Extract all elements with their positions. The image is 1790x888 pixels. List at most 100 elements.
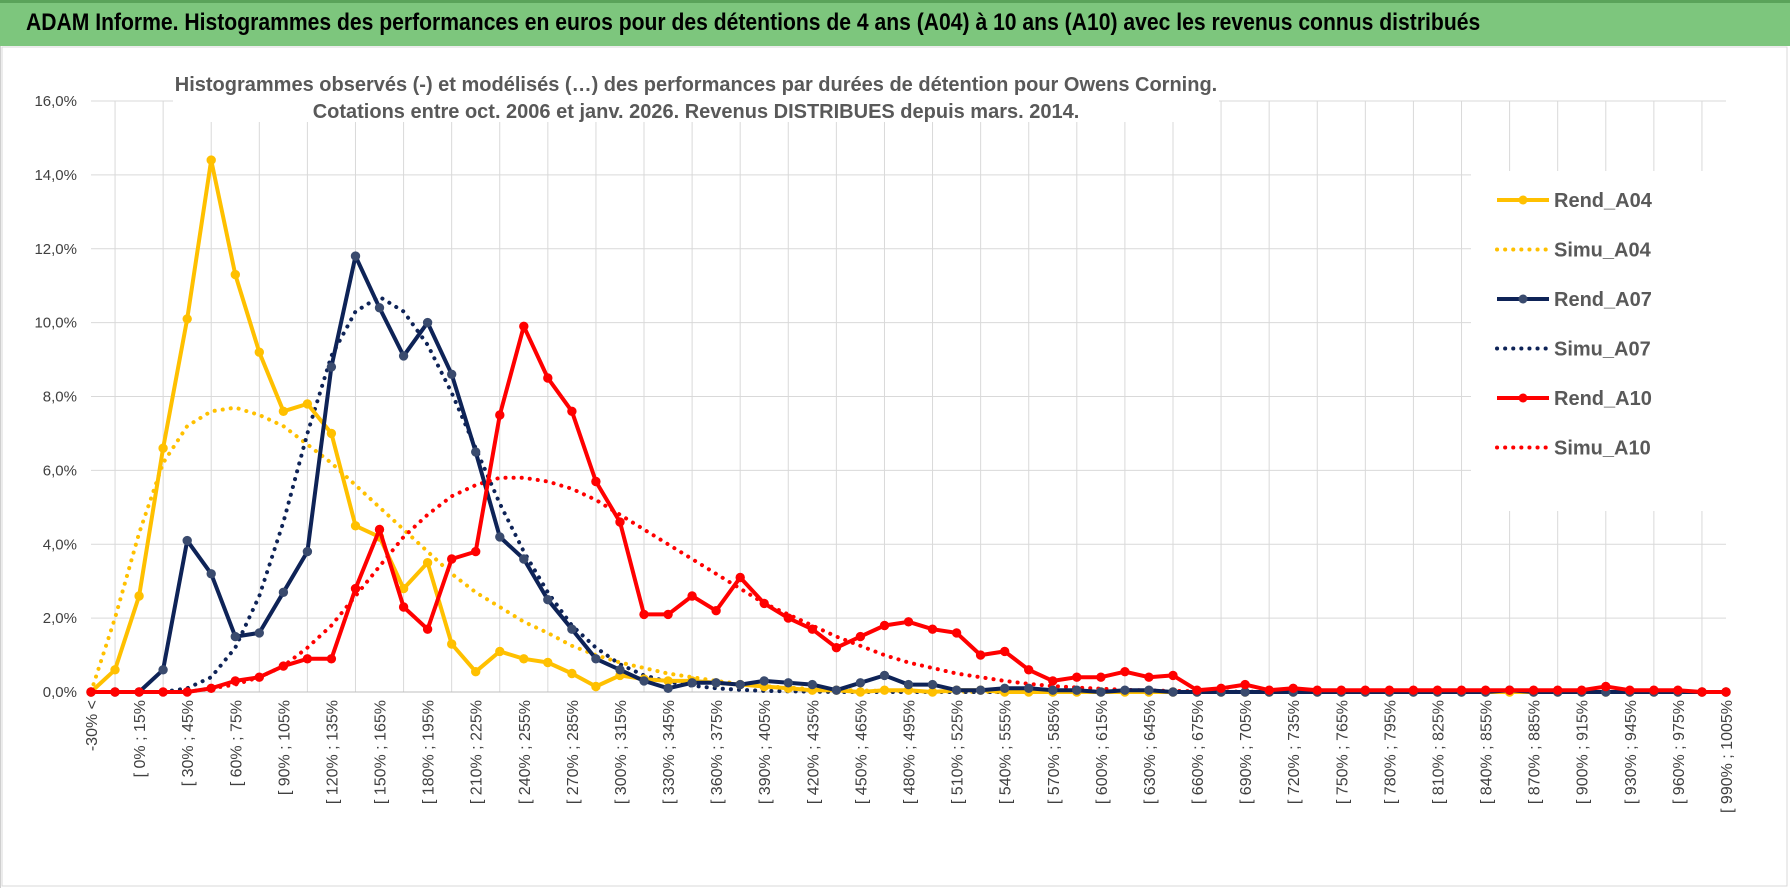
data-point-rend-a10 <box>1456 685 1467 695</box>
data-point-rend-a04 <box>182 314 192 324</box>
data-point-rend-a10 <box>543 373 553 383</box>
data-point-rend-a07 <box>374 303 385 313</box>
data-point-rend-a10 <box>927 624 938 634</box>
data-point-rend-a07 <box>567 624 577 634</box>
y-tick-label: 6,0% <box>43 462 77 479</box>
x-tick-label: [ 870% ; 885% <box>1527 700 1544 804</box>
x-tick-label: [ 750% ; 765% <box>1334 700 1351 804</box>
data-point-rend-a07 <box>855 678 866 688</box>
data-point-rend-a10 <box>374 524 385 535</box>
data-point-rend-a10 <box>1072 672 1082 682</box>
data-point-rend-a10 <box>1480 685 1491 695</box>
x-tick-label: [ 330% ; 345% <box>661 700 678 804</box>
data-point-rend-a07 <box>1023 683 1034 693</box>
data-point-rend-a10 <box>1240 679 1250 690</box>
data-point-rend-a07 <box>302 546 313 557</box>
x-tick-label: [ 600% ; 615% <box>1094 700 1111 804</box>
y-tick-label: 16,0% <box>34 93 77 110</box>
x-tick-label: [ 900% ; 915% <box>1575 700 1592 804</box>
legend-label[interactable]: Simu_A04 <box>1554 240 1652 262</box>
data-point-rend-a10 <box>615 517 625 527</box>
y-tick-label: 14,0% <box>34 167 77 184</box>
data-point-rend-a10 <box>1144 672 1154 682</box>
data-point-rend-a07 <box>975 685 986 695</box>
data-point-rend-a04 <box>110 665 120 675</box>
data-point-rend-a07 <box>783 678 793 688</box>
legend-label[interactable]: Rend_A04 <box>1554 190 1653 212</box>
data-point-rend-a04 <box>350 521 361 531</box>
data-point-rend-a04 <box>422 558 433 568</box>
x-tick-label: [ 0% ; 15% <box>132 700 149 777</box>
x-tick-label: [ 270% ; 285% <box>565 700 582 804</box>
data-point-rend-a10 <box>1649 685 1659 695</box>
chart-title-background <box>173 60 1219 122</box>
data-point-rend-a10 <box>807 624 817 634</box>
data-point-rend-a10 <box>182 687 192 697</box>
data-point-rend-a07 <box>735 679 745 690</box>
data-point-rend-a07 <box>398 351 409 361</box>
x-tick-label: [ 540% ; 555% <box>998 700 1015 804</box>
y-tick-label: 12,0% <box>34 241 77 258</box>
data-point-rend-a07 <box>447 369 457 379</box>
x-tick-label: [ 660% ; 675% <box>1190 700 1207 804</box>
data-point-rend-a10 <box>1625 685 1635 695</box>
x-tick-label: [ 810% ; 825% <box>1430 700 1447 804</box>
chart-title-line2: Cotations entre oct. 2006 et janv. 2026.… <box>313 101 1080 123</box>
data-point-rend-a10 <box>735 572 745 583</box>
data-point-rend-a04 <box>855 687 866 697</box>
data-point-rend-a07 <box>807 679 817 690</box>
data-point-rend-a10 <box>1408 685 1419 695</box>
chart-frame: Histogrammes observés (-) et modélisés (… <box>0 46 1790 888</box>
data-point-rend-a10 <box>1721 687 1731 697</box>
data-point-rend-a10 <box>903 617 914 627</box>
legend-marker <box>1518 294 1528 304</box>
series-group <box>86 155 1731 697</box>
x-tick-label: [ 300% ; 315% <box>613 700 630 804</box>
legend-label[interactable]: Simu_A10 <box>1554 438 1651 460</box>
x-tick-label: [ 390% ; 405% <box>757 700 774 804</box>
data-point-rend-a07 <box>519 554 529 564</box>
data-point-rend-a07 <box>1072 685 1082 695</box>
data-point-rend-a07 <box>182 535 192 546</box>
x-tick-label: [ 120% ; 135% <box>324 700 341 804</box>
x-tick-label: [ 240% ; 255% <box>517 700 534 804</box>
data-point-rend-a07 <box>1000 683 1010 693</box>
x-tick-label: [ 690% ; 705% <box>1238 700 1255 804</box>
data-point-rend-a04 <box>519 654 529 664</box>
legend-label[interactable]: Rend_A10 <box>1554 388 1652 410</box>
x-tick-label: [ 60% ; 75% <box>228 700 245 786</box>
x-tick-label: [ 150% ; 165% <box>373 700 390 804</box>
data-point-rend-a10 <box>1264 685 1274 695</box>
data-point-rend-a10 <box>759 598 769 609</box>
legend-marker <box>1518 393 1528 403</box>
legend-label[interactable]: Simu_A07 <box>1554 339 1651 361</box>
x-tick-label: [ 210% ; 225% <box>469 700 486 804</box>
x-tick-label: [ 720% ; 735% <box>1286 700 1303 804</box>
data-point-rend-a04 <box>278 406 289 416</box>
data-point-rend-a07 <box>158 665 168 675</box>
data-point-rend-a07 <box>1096 687 1106 697</box>
data-point-rend-a07 <box>543 595 553 605</box>
data-point-rend-a10 <box>447 554 457 564</box>
data-point-rend-a07 <box>1144 685 1154 695</box>
data-point-rend-a04 <box>254 347 264 357</box>
y-tick-label: 4,0% <box>43 536 77 553</box>
x-tick-label: [ 630% ; 645% <box>1142 700 1159 804</box>
data-point-rend-a07 <box>615 665 625 675</box>
data-point-rend-a10 <box>879 620 890 631</box>
data-point-rend-a07 <box>495 532 505 542</box>
data-point-rend-a04 <box>326 428 337 439</box>
data-point-rend-a10 <box>1384 685 1395 695</box>
data-point-rend-a10 <box>1336 685 1347 695</box>
data-point-rend-a10 <box>422 624 433 634</box>
legend-label[interactable]: Rend_A07 <box>1554 289 1652 311</box>
data-point-rend-a04 <box>495 646 505 657</box>
data-point-rend-a10 <box>567 406 577 416</box>
data-point-rend-a07 <box>206 569 216 579</box>
data-point-rend-a10 <box>134 687 144 697</box>
data-point-rend-a07 <box>903 679 914 690</box>
data-point-rend-a10 <box>783 613 793 623</box>
legend[interactable]: Rend_A04 Simu_A04 Rend_A07 Simu_A07 Rend_A10… <box>1471 171 1726 511</box>
data-point-rend-a10 <box>639 609 649 620</box>
x-tick-label: [ 180% ; 195% <box>421 700 438 804</box>
